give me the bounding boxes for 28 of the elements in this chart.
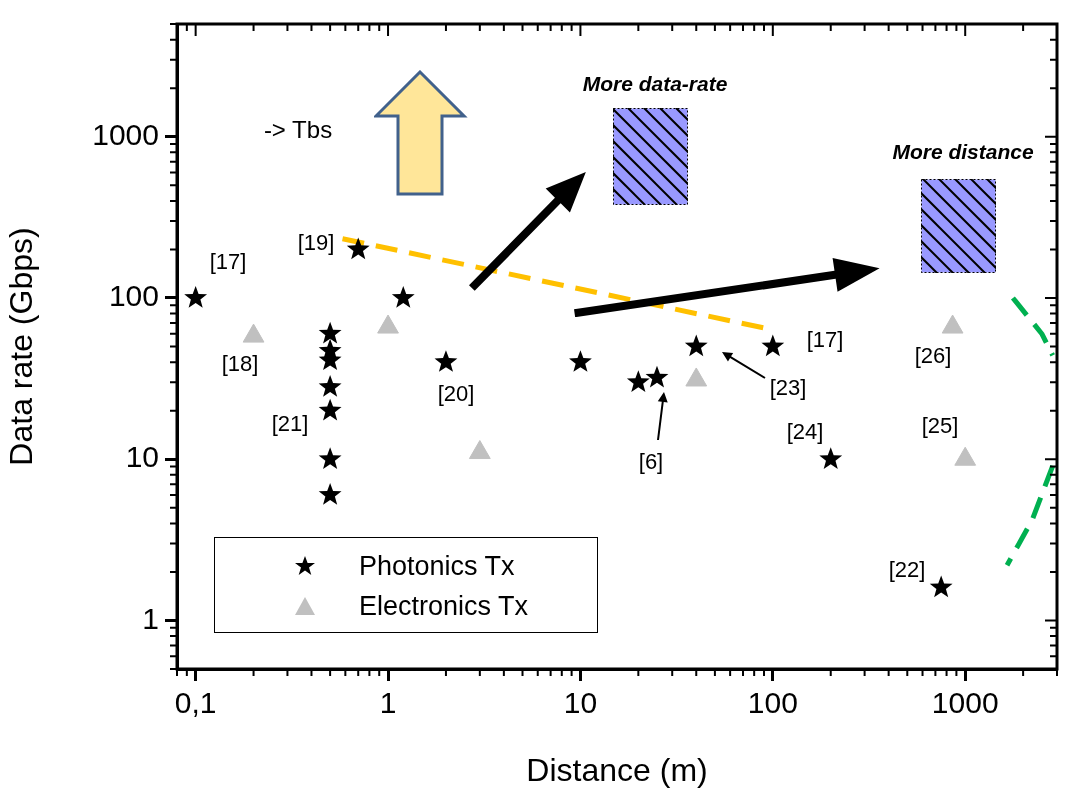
x-tick-label: 1 (379, 686, 397, 720)
y-tick-label: 1000 (92, 117, 159, 151)
annotation: [17] (209, 249, 247, 275)
annotation: [25] (921, 413, 959, 439)
annotation: [21] (271, 411, 309, 437)
x-axis-title: Distance (m) (526, 751, 708, 788)
annotation: -> Tbs (263, 116, 333, 144)
annotation: [6] (638, 449, 664, 475)
x-tick-label: 0,1 (174, 686, 217, 720)
annotation: [22] (888, 557, 926, 583)
annotation: [20] (437, 381, 475, 407)
annotation: More distance (892, 140, 1034, 164)
annotation: [17] (806, 327, 844, 353)
y-tick-label: 10 (125, 440, 159, 474)
y-axis-title: Data rate (Gbps) (3, 227, 40, 466)
legend-label: Electronics Tx (359, 590, 529, 622)
annotation: [23] (769, 375, 807, 401)
annotation: [24] (786, 419, 824, 445)
x-tick-label: 10 (563, 686, 598, 720)
annotation: [26] (914, 343, 952, 369)
x-tick-label: 100 (747, 686, 798, 720)
y-tick-label: 100 (108, 279, 159, 313)
annotation: More data-rate (582, 72, 728, 96)
annotation: [19] (297, 230, 335, 256)
x-tick-label: 1000 (931, 686, 999, 720)
y-tick-label: 1 (142, 601, 159, 635)
annotation: [18] (221, 351, 259, 377)
legend-label: Photonics Tx (359, 550, 515, 582)
